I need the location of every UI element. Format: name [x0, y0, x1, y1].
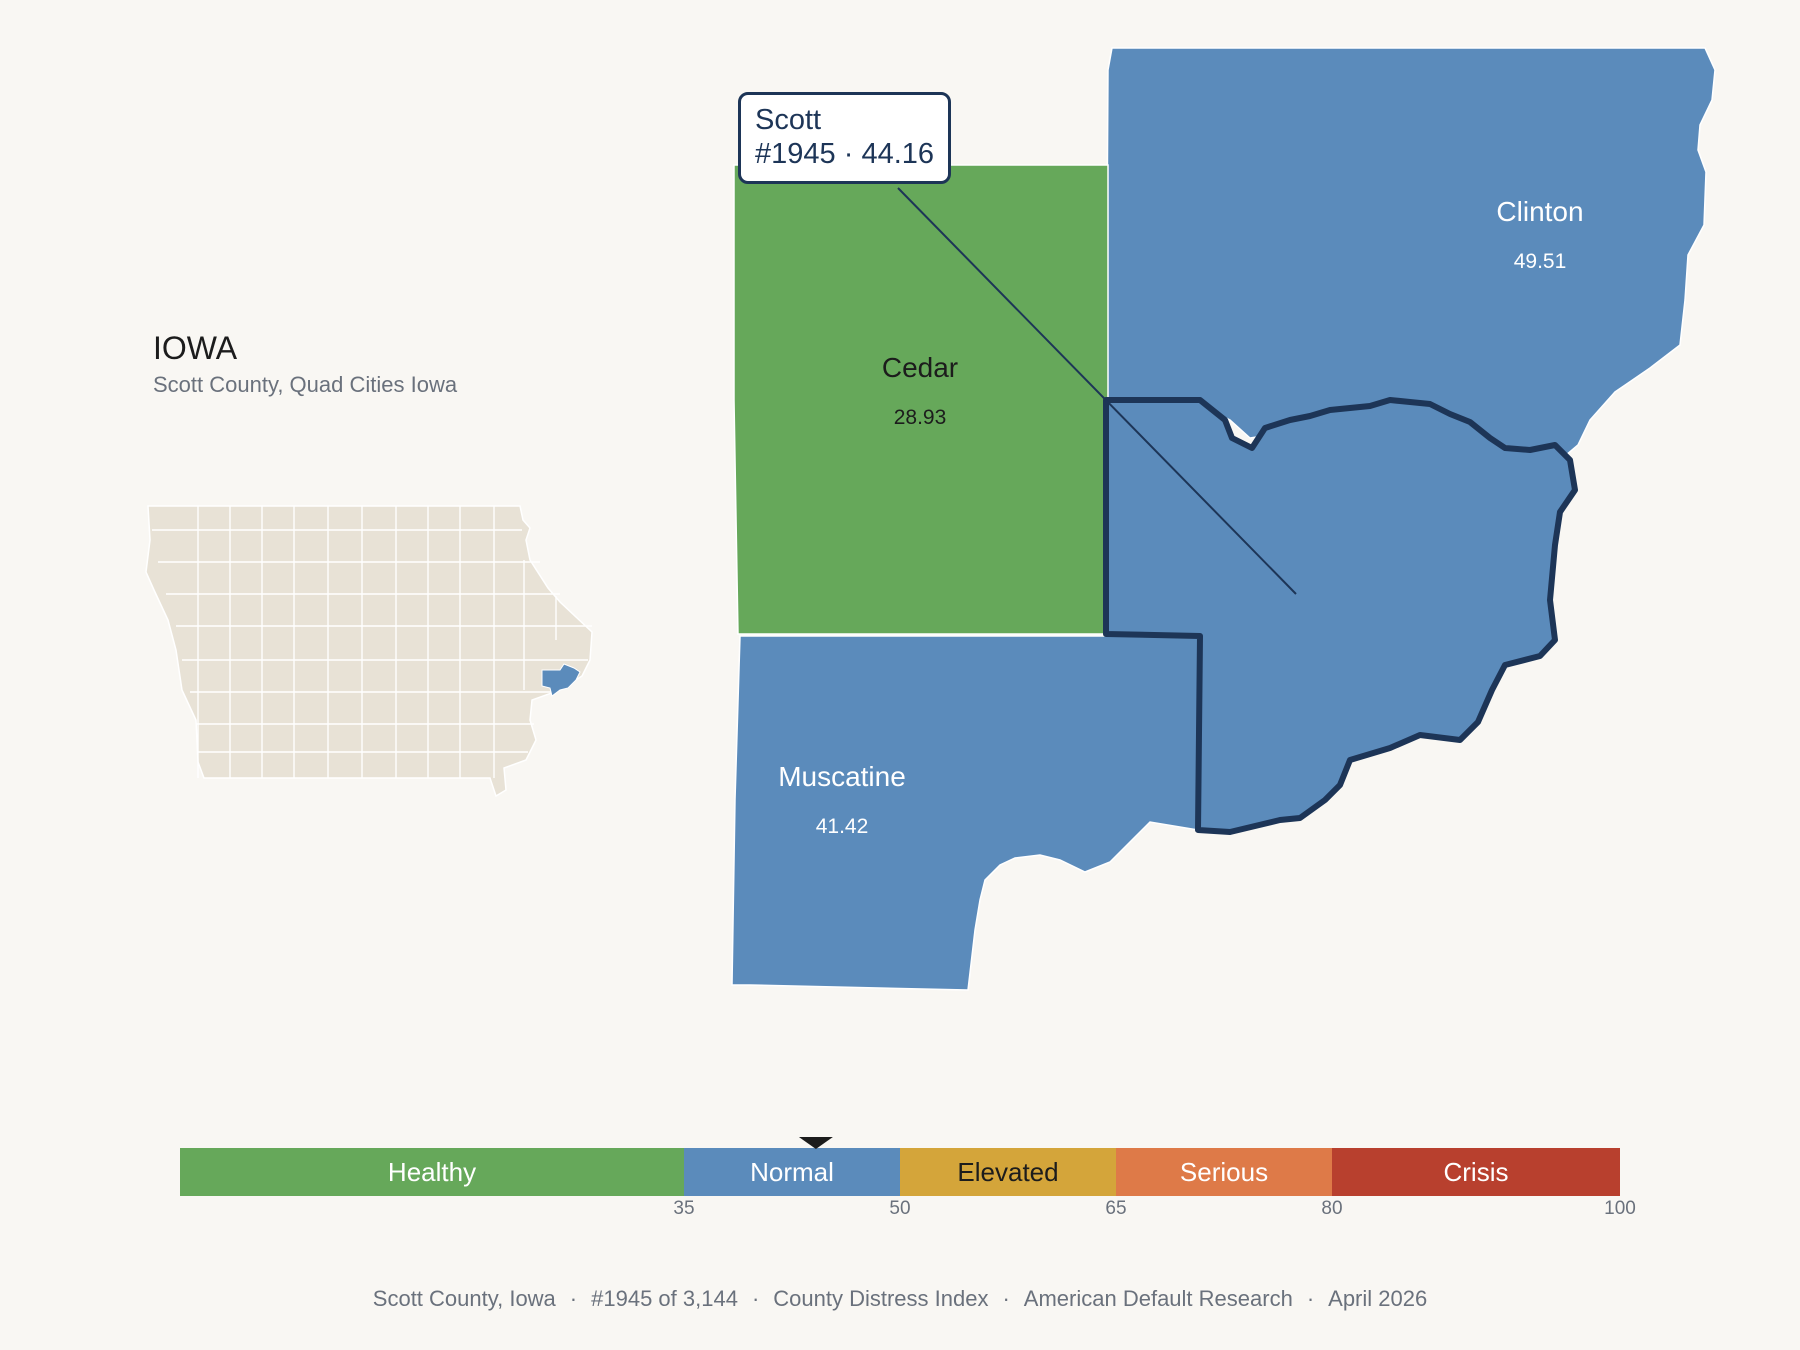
footer-index: County Distress Index: [773, 1286, 989, 1311]
county-score-clinton: 49.51: [1513, 250, 1567, 273]
legend-band-normal: [684, 1148, 900, 1196]
county-label-cedar: Cedar 28.93: [820, 352, 1020, 430]
footer-date: April 2026: [1328, 1286, 1428, 1311]
legend-band-label-normal: Normal: [750, 1157, 834, 1187]
state-title: IOWA: [153, 330, 238, 366]
legend-band-healthy: [180, 1148, 684, 1196]
county-name-muscatine: Muscatine: [778, 761, 906, 792]
legend-tick-65: 65: [1105, 1198, 1127, 1219]
callout-leader-line: [897, 187, 1297, 595]
county-score-muscatine: 41.42: [815, 815, 869, 838]
legend-band-label-elevated: Elevated: [957, 1157, 1059, 1187]
legend-band-label-crisis: Crisis: [1443, 1157, 1509, 1187]
legend-tick-50: 50: [889, 1198, 911, 1219]
callout-county-name: Scott: [755, 104, 822, 136]
county-clinton[interactable]: [1105, 47, 1716, 457]
footer-rank: #1945 of 3,144: [591, 1286, 738, 1311]
distress-legend-bar: [180, 1148, 1620, 1196]
county-scott[interactable]: [1103, 397, 1578, 835]
footer-county: Scott County, Iowa: [372, 1286, 556, 1311]
legend-tick-80: 80: [1321, 1198, 1343, 1219]
county-label-muscatine: Muscatine 41.42: [742, 761, 942, 839]
legend-tick-100: 100: [1604, 1198, 1636, 1219]
legend-band-crisis: [1332, 1148, 1620, 1196]
iowa-inset-highlight-scott: [541, 663, 581, 697]
county-cedar[interactable]: [733, 164, 1109, 635]
legend-band-label-healthy: Healthy: [387, 1157, 477, 1187]
county-muscatine[interactable]: [731, 635, 1201, 991]
callout-rank-score: #1945 · 44.16: [755, 138, 935, 170]
legend-band-serious: [1116, 1148, 1332, 1196]
county-label-clinton: Clinton 49.51: [1440, 196, 1640, 274]
iowa-county-lines: [152, 506, 592, 778]
legend-band-label-serious: Serious: [1179, 1157, 1269, 1187]
county-name-cedar: Cedar: [881, 352, 959, 383]
county-name-clinton: Clinton: [1496, 196, 1584, 227]
county-score-cedar: 28.93: [893, 406, 947, 429]
legend-marker-triangle: [798, 1137, 833, 1149]
footer-credits: Scott County, Iowa · #1945 of 3,144 · County…: [372, 1286, 1428, 1311]
iowa-inset-map: [145, 505, 593, 798]
selected-county-callout: Scott #1945 · 44.16: [738, 92, 952, 184]
legend-tick-35: 35: [673, 1198, 695, 1219]
state-subtitle: Scott County, Quad Cities Iowa: [153, 372, 458, 397]
legend-band-elevated: [900, 1148, 1116, 1196]
footer-source: American Default Research: [1023, 1286, 1293, 1311]
